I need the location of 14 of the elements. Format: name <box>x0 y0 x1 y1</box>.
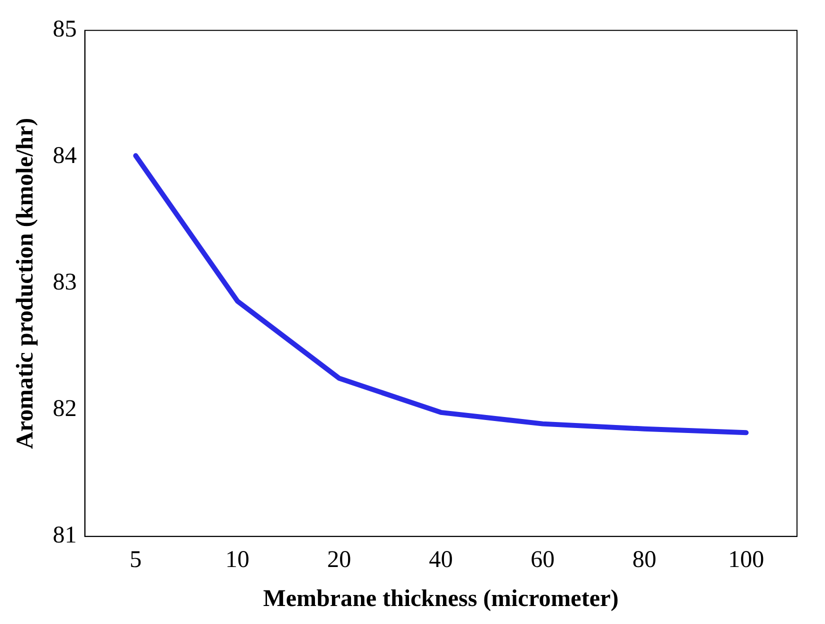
y-tick-label: 83 <box>52 270 77 296</box>
y-axis-title: Aromatic production (kmole/hr) <box>12 118 39 449</box>
y-tick-label: 82 <box>52 396 77 422</box>
x-tick-label: 40 <box>428 547 453 574</box>
x-tick-label: 80 <box>632 547 656 574</box>
y-tick-label: 84 <box>52 143 77 170</box>
x-axis-title: Membrane thickness (micrometer) <box>263 586 619 612</box>
y-tick-label: 85 <box>52 16 77 43</box>
y-tick-label: 81 <box>52 522 77 549</box>
x-tick-label: 5 <box>130 547 142 574</box>
x-tick-label: 10 <box>225 547 250 574</box>
x-tick-label: 100 <box>728 547 764 574</box>
x-tick-label: 60 <box>530 547 555 574</box>
x-tick-label: 20 <box>327 547 352 574</box>
